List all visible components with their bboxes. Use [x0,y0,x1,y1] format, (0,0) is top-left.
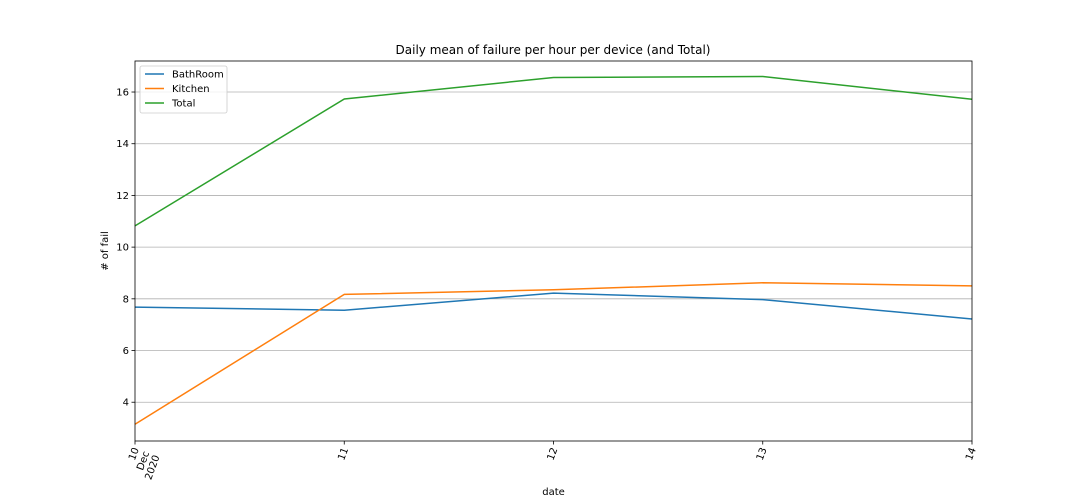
x-tick-label: 13 [755,446,770,462]
x-tick-label-line: 11 [336,446,351,462]
legend: BathRoom Kitchen Total [139,65,228,114]
y-tick-label: 10 [116,243,129,254]
series-line-bathroom [134,292,973,320]
x-axis-label: date [542,487,565,498]
series-line-kitchen [134,282,973,425]
y-tick-label: 16 [116,88,129,99]
y-tick-label: 4 [123,398,129,409]
legend-label: BathRoom [172,70,224,81]
series-lines [134,75,973,425]
series-line-total [134,75,973,227]
y-tick-label: 12 [116,191,129,202]
y-tick-label: 14 [116,139,129,150]
y-gridlines [135,91,972,403]
x-tick-label: 14 [964,446,979,462]
y-tick-label: 8 [123,294,129,305]
x-tick-label-line: 10 [127,446,142,462]
y-tick-label: 6 [123,346,129,357]
x-tick-label-line: 14 [964,446,979,462]
x-tick-label-line: 13 [755,446,770,462]
legend-label: Kitchen [172,84,210,95]
legend-label: Total [171,99,195,110]
x-tick-label: 12 [546,446,561,462]
y-axis-label: # of fail [100,231,111,271]
x-tick-label-line: 12 [546,446,561,462]
chart-title: Daily mean of failure per hour per devic… [396,43,711,57]
x-tick-label: 11 [336,446,351,462]
legend-box [139,65,228,114]
y-axis-ticks: 4 6 8 10 12 14 16 [116,88,135,409]
